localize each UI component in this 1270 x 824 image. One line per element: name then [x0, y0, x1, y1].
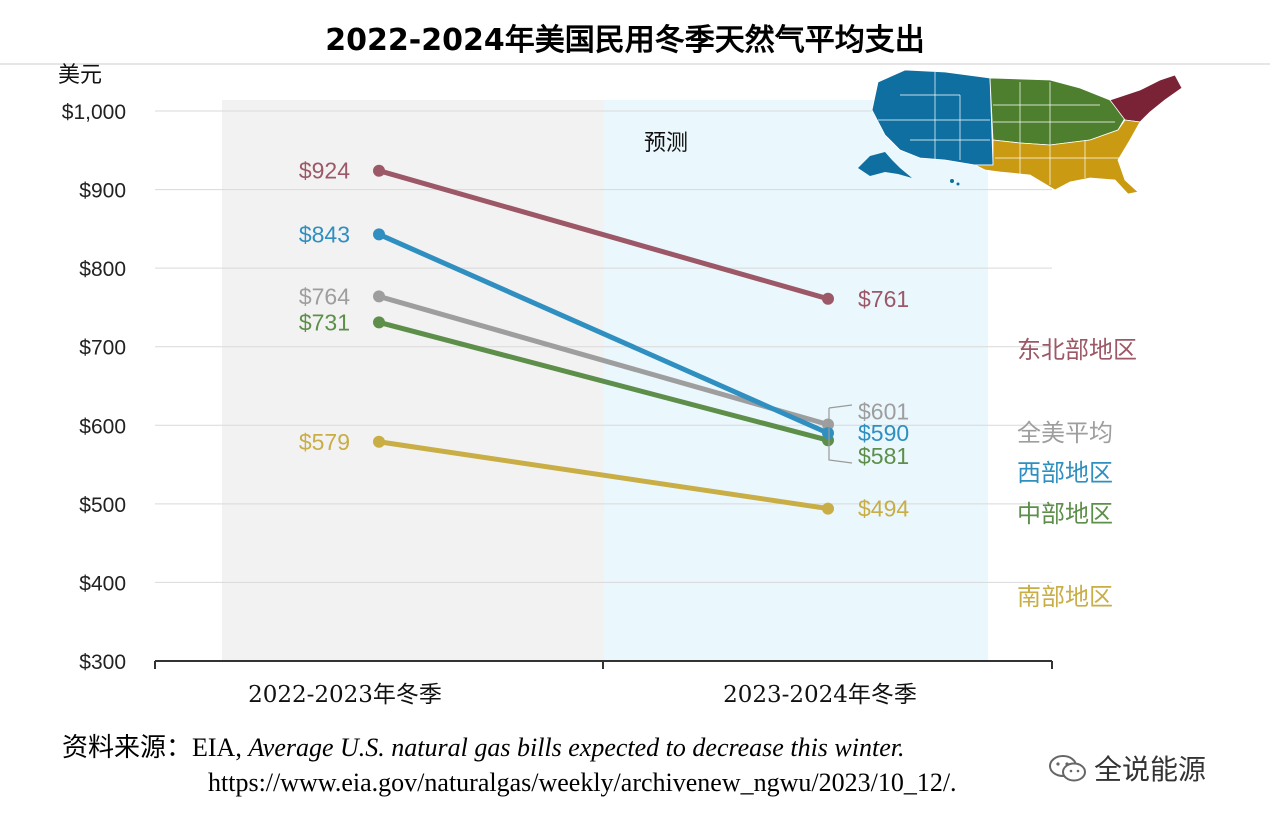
data-label: $494 — [858, 496, 909, 522]
y-tick-label: $700 — [79, 337, 126, 360]
legend-item: 全美平均 — [1017, 419, 1113, 447]
series-lines — [373, 164, 834, 515]
data-label: $761 — [858, 286, 909, 312]
forecast-band — [604, 100, 988, 661]
data-point — [822, 502, 834, 515]
source-article-title: Average U.S. natural gas bills expected … — [248, 733, 905, 762]
data-point — [822, 292, 834, 305]
data-label: $601 — [858, 399, 909, 425]
y-tick-label: $900 — [79, 180, 126, 203]
legend-item: 西部地区 — [1017, 459, 1113, 487]
y-tick-label: $1,000 — [62, 101, 126, 124]
data-label: $764 — [299, 283, 350, 309]
series-line — [376, 231, 831, 436]
forecast-label: 预测 — [644, 131, 688, 156]
data-point — [373, 228, 385, 241]
y-tick-label: $800 — [79, 258, 126, 281]
y-tick-label: $600 — [79, 415, 126, 438]
data-label: $843 — [299, 221, 350, 247]
watermark-text: 全说能源 — [1094, 753, 1207, 786]
gridlines — [155, 110, 1052, 583]
legend-item: 中部地区 — [1017, 500, 1113, 528]
historical-band — [222, 100, 604, 661]
legend-item: 东北部地区 — [1017, 336, 1137, 364]
chart-title: 2022-2024年美国民用冬季天然气平均支出 — [325, 23, 924, 58]
y-tick-label: $400 — [79, 572, 126, 595]
data-point — [373, 435, 385, 448]
data-label: $579 — [299, 429, 350, 455]
series-line — [376, 319, 831, 443]
source-prefix: 资料来源：EIA, — [62, 733, 249, 762]
data-label: $731 — [299, 309, 350, 335]
x-category-label: 2023-2024年冬季 — [723, 682, 917, 708]
data-point — [373, 316, 385, 329]
watermark: 全说能源 — [1048, 748, 1206, 788]
source-url: https://www.eia.gov/naturalgas/weekly/ar… — [208, 768, 957, 797]
us-map-icon — [858, 69, 1183, 195]
y-axis-ticks: $1,000 $900 $800 $700 $600 $500 $400 $300 — [62, 101, 126, 674]
x-category-label: 2022-2023年冬季 — [248, 682, 442, 708]
value-labels: $924 $761 $843 $590 $764 $601 $731 $581 $579 $494 — [299, 158, 910, 522]
legend-item: 南部地区 — [1017, 583, 1113, 611]
wechat-icon — [1049, 755, 1086, 782]
data-point — [373, 290, 385, 303]
y-tick-label: $300 — [79, 651, 126, 674]
data-label: $590 — [858, 420, 909, 446]
data-point — [822, 427, 834, 440]
x-axis-categories: 2022-2023年冬季 2023-2024年冬季 — [248, 682, 917, 708]
series-line — [376, 293, 831, 427]
data-point — [822, 418, 834, 431]
y-unit-label: 美元 — [58, 63, 102, 88]
data-label: $581 — [858, 443, 909, 469]
data-point — [373, 164, 385, 177]
series-line — [376, 168, 831, 302]
source-line: 资料来源：EIA, Average U.S. natural gas bills… — [62, 727, 904, 764]
y-tick-label: $500 — [79, 494, 126, 517]
data-label: $924 — [299, 158, 350, 184]
label-bracket — [828, 404, 853, 464]
series-line — [376, 439, 831, 512]
